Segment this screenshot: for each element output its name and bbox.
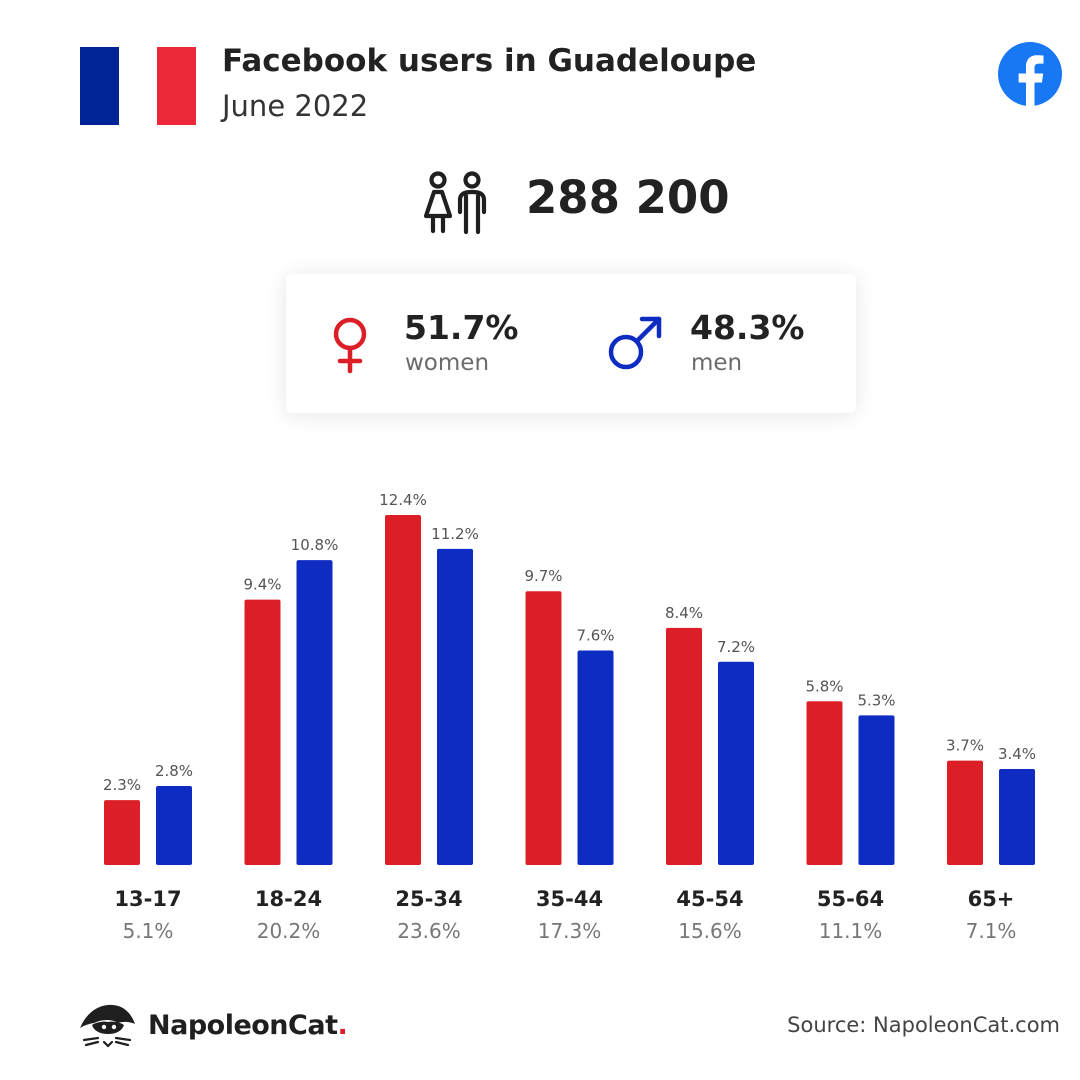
age-group-total-13-17: 5.1% — [123, 919, 174, 943]
age-group-total-18-24: 20.2% — [257, 919, 321, 943]
age-group-total-25-34: 23.6% — [397, 919, 461, 943]
data-label-men-25-34: 11.2% — [431, 525, 479, 543]
age-group-total-45-54: 15.6% — [678, 919, 742, 943]
bar-men-25-34 — [437, 548, 473, 865]
men-percentage: 48.3% — [690, 308, 805, 347]
bar-women-65+ — [947, 760, 983, 865]
source-credit: Source: NapoleonCat.com — [787, 1013, 1060, 1037]
age-group-total-55-64: 11.1% — [819, 919, 883, 943]
france-flag-icon — [80, 47, 197, 125]
age-group-label-55-64: 55-64 — [817, 887, 884, 911]
facebook-icon — [998, 42, 1062, 106]
age-group-label-35-44: 35-44 — [536, 887, 603, 911]
bar-men-18-24 — [296, 560, 333, 865]
data-label-men-13-17: 2.8% — [155, 762, 193, 780]
napoleoncat-brand: NapoleonCat. — [148, 1010, 348, 1041]
age-group-label-45-54: 45-54 — [676, 887, 743, 911]
male-symbol-icon — [608, 316, 662, 370]
data-label-women-45-54: 8.4% — [665, 604, 703, 622]
men-label: men — [691, 350, 743, 376]
data-label-men-55-64: 5.3% — [857, 691, 895, 709]
flag-stripe-red — [157, 47, 197, 125]
gender-split-card: 51.7% women 48.3% men — [286, 274, 856, 413]
data-label-women-25-34: 12.4% — [379, 491, 427, 509]
age-group-label-65+: 65+ — [968, 887, 1015, 911]
bar-women-13-17 — [104, 800, 140, 865]
bar-men-55-64 — [858, 715, 895, 865]
bar-men-45-54 — [718, 661, 754, 865]
total-users-value: 288 200 — [526, 171, 730, 224]
data-label-men-35-44: 7.6% — [576, 626, 614, 644]
age-group-total-65+: 7.1% — [966, 919, 1017, 943]
bar-men-65+ — [999, 769, 1035, 865]
data-label-women-65+: 3.7% — [946, 737, 984, 755]
female-symbol-icon — [333, 317, 367, 374]
women-percentage: 51.7% — [404, 308, 519, 347]
bar-men-13-17 — [156, 785, 192, 865]
bar-women-25-34 — [385, 515, 421, 865]
napoleoncat-logo-icon — [80, 1004, 135, 1048]
age-group-label-25-34: 25-34 — [395, 887, 462, 911]
flag-stripe-white — [118, 47, 158, 125]
data-label-men-18-24: 10.8% — [291, 536, 339, 554]
bar-women-18-24 — [244, 599, 281, 865]
data-label-women-55-64: 5.8% — [805, 677, 843, 695]
brand-name: NapoleonCat — [148, 1010, 338, 1041]
data-label-women-18-24: 9.4% — [243, 576, 281, 594]
page-title: Facebook users in Guadeloupe — [222, 43, 757, 79]
bar-men-35-44 — [577, 650, 614, 865]
brand-dot: . — [337, 1010, 348, 1041]
data-label-men-65+: 3.4% — [998, 745, 1036, 763]
bar-women-35-44 — [525, 591, 562, 865]
bar-women-55-64 — [806, 701, 843, 865]
age-group-label-18-24: 18-24 — [255, 887, 322, 911]
women-label: women — [405, 350, 490, 376]
age-group-total-35-44: 17.3% — [538, 919, 602, 943]
age-group-label-13-17: 13-17 — [114, 887, 181, 911]
data-label-women-35-44: 9.7% — [524, 567, 562, 585]
bar-women-45-54 — [666, 627, 702, 865]
page-subtitle-date: June 2022 — [222, 89, 369, 123]
data-label-men-45-54: 7.2% — [717, 638, 755, 656]
data-label-women-13-17: 2.3% — [103, 776, 141, 794]
flag-stripe-blue — [80, 47, 119, 125]
age-gender-bar-chart: 2.3% 2.8% 13-17 5.1% 9.4% 10.8% 18-24 20.2% 12.4… — [103, 491, 1036, 943]
people-icon — [423, 171, 487, 235]
